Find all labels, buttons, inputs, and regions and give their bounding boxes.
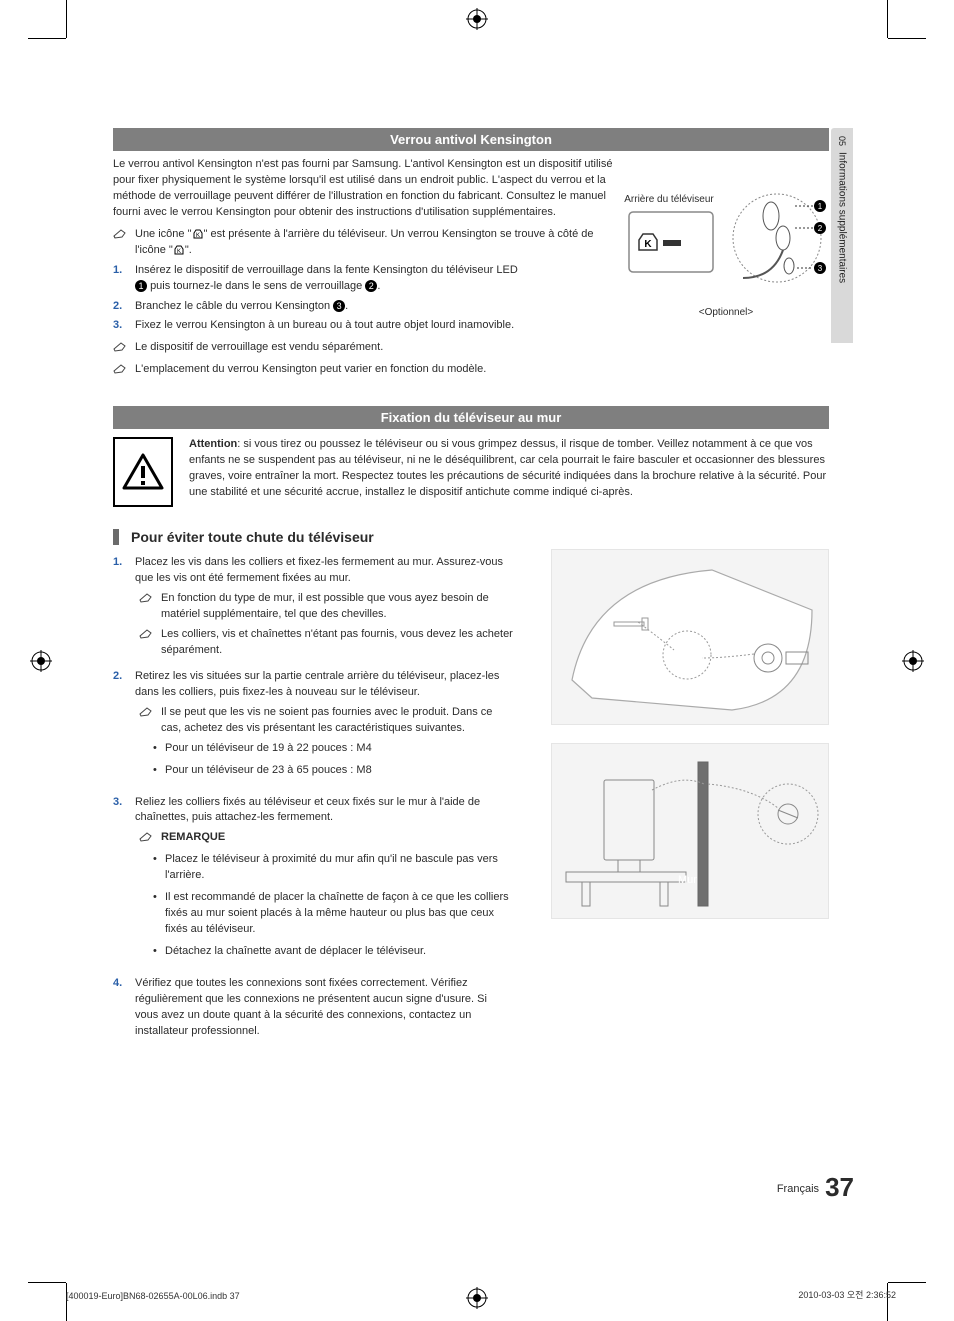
note-icon <box>139 705 157 737</box>
registration-mark-icon <box>30 650 52 672</box>
crop-mark <box>66 1283 67 1321</box>
t: Une icône " <box>135 228 192 240</box>
note-text: Une icône "K" est présente à l'arrière d… <box>135 227 618 259</box>
fall-prevention-steps: Placez les vis dans les colliers et fixe… <box>113 555 513 1039</box>
kensington-diagram: K 1 2 3 Arrière du téléviseur < <box>623 158 829 318</box>
print-info-left: [400019-Euro]BN68-02655A-00L06.indb 37 <box>66 1291 240 1301</box>
page-content: 05 Informations supplémentaires Verrou a… <box>113 128 853 1050</box>
t: puis tournez-le dans le sens de verrouil… <box>150 280 365 292</box>
fp-step-4: Vérifiez que toutes les connexions sont … <box>113 976 513 1040</box>
t: . <box>377 280 380 292</box>
t: Placez les vis dans les colliers et fixe… <box>135 556 503 584</box>
t: Attention <box>189 438 237 450</box>
svg-text:2: 2 <box>818 224 823 233</box>
note-icon <box>139 591 157 623</box>
crop-mark <box>887 0 888 38</box>
t: ". <box>185 244 192 256</box>
t: Insérez le dispositif de verrouillage da… <box>135 264 518 276</box>
kensington-slot-icon: K <box>173 245 185 255</box>
t: : si vous tirez ou poussez le téléviseur… <box>189 438 826 498</box>
figure-wall-mount: Mur <box>551 743 829 919</box>
bullet: Détachez la chaînette avant de déplacer … <box>153 944 513 960</box>
bullet: Pour un téléviseur de 23 à 65 pouces : M… <box>153 763 513 779</box>
section1-heading: Verrou antivol Kensington <box>113 128 829 151</box>
section1-note-icon-presence: Une icône "K" est présente à l'arrière d… <box>113 227 618 259</box>
note-icon <box>113 362 131 380</box>
registration-mark-icon <box>466 1287 488 1309</box>
registration-mark-icon <box>902 650 924 672</box>
section-kensington: Verrou antivol Kensington Le verrou anti… <box>113 128 853 380</box>
crop-mark <box>28 1282 66 1283</box>
note-sold-separately: Le dispositif de verrouillage est vendu … <box>113 340 829 358</box>
t: Fixez le verrou Kensington à un bureau o… <box>135 318 618 334</box>
step-1: Insérez le dispositif de verrouillage da… <box>113 263 618 295</box>
crop-mark <box>888 1282 926 1283</box>
page-footer: Français 37 <box>777 1172 854 1203</box>
callout-3-icon: 3 <box>333 300 345 312</box>
figure-tv-back <box>551 549 829 725</box>
warning-box: Attention: si vous tirez ou poussez le t… <box>113 437 829 507</box>
crop-mark <box>66 0 67 38</box>
t: Il se peut que les vis ne soient pas fou… <box>161 705 513 737</box>
crop-mark <box>28 38 66 39</box>
figure-wall-label: Mur <box>678 874 697 886</box>
svg-text:K: K <box>177 249 181 255</box>
footer-page-number: 37 <box>825 1172 854 1202</box>
subheading-bar-icon <box>113 529 119 545</box>
svg-text:K: K <box>195 233 199 239</box>
diagram-optional-label: <Optionnel> <box>623 307 829 318</box>
subheading: Pour éviter toute chute du téléviseur <box>131 529 374 545</box>
note-icon <box>113 227 131 259</box>
two-col-layout: Placez les vis dans les colliers et fixe… <box>113 555 829 1039</box>
footer-lang: Français <box>777 1183 819 1195</box>
kensington-steps: Insérez le dispositif de verrouillage da… <box>113 263 618 335</box>
print-info-right: 2010-03-03 오전 2:36:52 <box>798 1288 896 1301</box>
note-location-varies: L'emplacement du verrou Kensington peut … <box>113 362 829 380</box>
section1-intro: Le verrou antivol Kensington n'est pas f… <box>113 157 618 221</box>
t: . <box>345 300 348 312</box>
step-2: Branchez le câble du verrou Kensington 3… <box>113 299 618 315</box>
t: Branchez le câble du verrou Kensington <box>135 300 333 312</box>
t: REMARQUE <box>161 830 513 848</box>
bullet: Placez le téléviseur à proximité du mur … <box>153 852 513 884</box>
t: Le dispositif de verrouillage est vendu … <box>135 340 829 358</box>
t: Reliez les colliers fixés au téléviseur … <box>135 796 480 824</box>
svg-text:3: 3 <box>818 264 823 273</box>
fp-step-1: Placez les vis dans les colliers et fixe… <box>113 555 513 659</box>
callout-2-icon: 2 <box>365 280 377 292</box>
kensington-slot-icon: K <box>192 229 204 239</box>
t: En fonction du type de mur, il est possi… <box>161 591 513 623</box>
callout-1-icon: 1 <box>135 280 147 292</box>
registration-mark-icon <box>466 8 488 30</box>
subheading-row: Pour éviter toute chute du téléviseur <box>113 529 829 545</box>
t: Les colliers, vis et chaînettes n'étant … <box>161 627 513 659</box>
section-wall-mount: Fixation du téléviseur au mur Attention:… <box>113 406 853 1039</box>
note-icon <box>139 830 157 848</box>
section2-heading: Fixation du téléviseur au mur <box>113 406 829 429</box>
fp-step-2: Retirez les vis situées sur la partie ce… <box>113 669 513 785</box>
warning-icon <box>113 437 173 507</box>
fp-step-3: Reliez les colliers fixés au téléviseur … <box>113 795 513 966</box>
right-figures: Mur <box>551 549 829 937</box>
step-3: Fixez le verrou Kensington à un bureau o… <box>113 318 618 334</box>
t: L'emplacement du verrou Kensington peut … <box>135 362 829 380</box>
left-column: Placez les vis dans les colliers et fixe… <box>113 555 513 1039</box>
bullet: Pour un téléviseur de 19 à 22 pouces : M… <box>153 741 513 757</box>
svg-text:K: K <box>644 239 652 250</box>
warning-text: Attention: si vous tirez ou poussez le t… <box>189 437 829 507</box>
diagram-rear-label: Arrière du téléviseur <box>623 194 715 205</box>
t: Vérifiez que toutes les connexions sont … <box>135 976 513 1040</box>
t: " est présente à l'arrière du téléviseur… <box>135 228 594 256</box>
note-icon <box>139 627 157 659</box>
crop-mark <box>888 38 926 39</box>
t: Retirez les vis situées sur la partie ce… <box>135 670 499 698</box>
note-icon <box>113 340 131 358</box>
bullet: Il est recommandé de placer la chaînette… <box>153 890 513 938</box>
svg-text:1: 1 <box>818 202 823 211</box>
